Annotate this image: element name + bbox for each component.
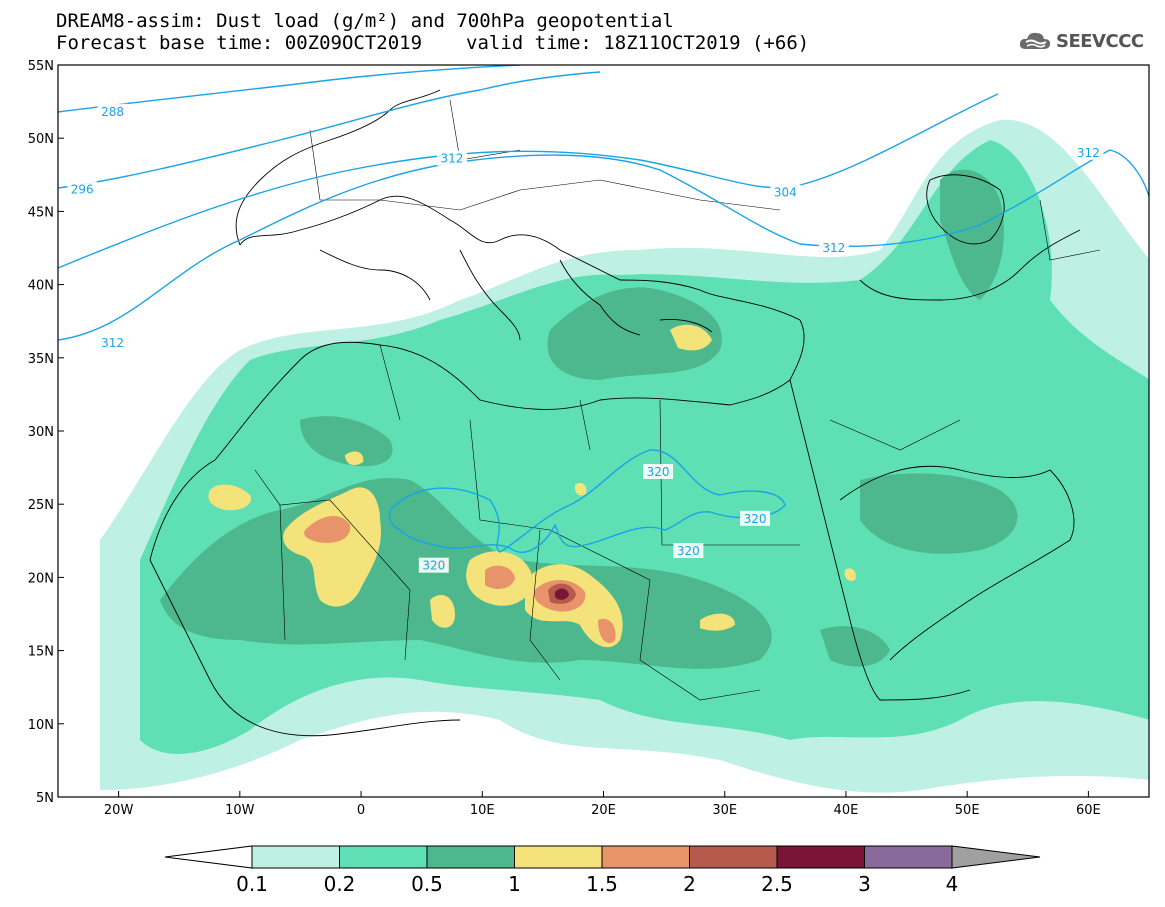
contour-label-bg — [1073, 144, 1104, 160]
lat-tick-label: 5N — [36, 791, 54, 806]
dust-field — [100, 119, 1149, 793]
lat-tick-label: 15N — [28, 645, 54, 660]
seevccc-logo: SEEVCCC — [1018, 28, 1144, 54]
lat-tick-label: 55N — [28, 59, 54, 74]
colorbar-high-arrow — [951, 845, 1041, 869]
lat-tick-label: 35N — [28, 352, 54, 367]
lon-tick-label: 0 — [357, 803, 365, 818]
colorbar-label: 0.2 — [324, 872, 356, 896]
valid-time-label: valid time: 18Z11OCT2019 (+66) — [466, 32, 810, 54]
lon-tick-label: 20E — [591, 803, 616, 818]
lat-tick-label: 50N — [28, 132, 54, 147]
contour-label: 320 — [422, 559, 445, 573]
contour-label-bg — [418, 557, 449, 573]
contour-label: 312 — [1077, 146, 1100, 160]
colorbar-label: 4 — [946, 872, 959, 896]
lon-tick-label: 10W — [225, 803, 255, 818]
colorbar-label: 1.5 — [586, 872, 618, 896]
contour-label-bg — [770, 184, 801, 200]
colorbar-segment — [689, 845, 778, 869]
contour-label: 320 — [647, 465, 670, 479]
lon-tick-label: 40E — [834, 803, 859, 818]
lat-tick-label: 40N — [28, 279, 54, 294]
base-time-label: Forecast base time: 00Z09OCT2019 — [56, 32, 423, 54]
lon-tick-label: 20W — [104, 803, 134, 818]
cloud-icon — [1019, 32, 1051, 49]
title-line-1: DREAM8-assim: Dust load (g/m²) and 700hP… — [56, 10, 674, 32]
contour-label: 320 — [677, 544, 700, 558]
colorbar-segment — [251, 845, 340, 869]
lat-tick-label: 20N — [28, 571, 54, 586]
colorbar-segment — [514, 845, 603, 869]
contour-label: 320 — [744, 512, 767, 526]
colorbar-segment — [864, 845, 953, 869]
colorbar-label: 0.5 — [411, 872, 443, 896]
colorbar-label: 2 — [683, 872, 696, 896]
colorbar-segment — [776, 845, 865, 869]
contour-label: 312 — [101, 336, 124, 350]
contour-label-bg — [643, 463, 674, 479]
contour-label: 288 — [101, 105, 124, 119]
lon-tick-label: 30E — [712, 803, 737, 818]
contour-label-bg — [740, 510, 771, 526]
lat-tick-label: 10N — [28, 718, 54, 733]
contour-label-bg — [673, 543, 704, 559]
contour-label-bg — [67, 181, 98, 197]
contour-label: 304 — [774, 185, 797, 199]
contour-label-bg — [436, 150, 467, 166]
lon-tick-label: 50E — [955, 803, 980, 818]
lon-tick-label: 60E — [1076, 803, 1101, 818]
title-line-2: Forecast base time: 00Z09OCT2019 valid ti… — [56, 32, 809, 54]
colorbar: 0.1 0.2 0.5 1 1.5 2 2.5 3 4 — [164, 845, 1041, 896]
longitude-axis: 20W 10W 0 10E 20E 30E 40E 50E 60E — [104, 791, 1101, 818]
colorbar-label: 2.5 — [761, 872, 793, 896]
latitude-axis: 55N 50N 45N 40N 35N 30N 25N 20N 15N 10N 5N — [28, 59, 64, 806]
colorbar-label: 1 — [508, 872, 521, 896]
lon-tick-label: 10E — [470, 803, 495, 818]
contour-labels: 288 296 312 312 304 312 312 320 320 320 320 — [67, 103, 1104, 573]
colorbar-label: 3 — [858, 872, 871, 896]
contour-label-bg — [97, 103, 128, 119]
country-borders — [254, 99, 1101, 701]
colorbar-segment — [601, 845, 690, 869]
contour-label: 296 — [71, 182, 94, 196]
colorbar-segment — [339, 845, 428, 869]
lat-tick-label: 45N — [28, 205, 54, 220]
contour-label-bg — [97, 335, 128, 351]
contour-label: 312 — [822, 241, 845, 255]
colorbar-segment — [426, 845, 515, 869]
logo-text: SEEVCCC — [1056, 30, 1144, 52]
lat-tick-label: 25N — [28, 498, 54, 513]
colorbar-label: 0.1 — [236, 872, 268, 896]
contour-label: 312 — [441, 152, 464, 166]
coastlines — [149, 89, 1081, 737]
contour-label-bg — [818, 240, 849, 255]
lat-tick-label: 30N — [28, 425, 54, 440]
colorbar-low-arrow — [164, 845, 253, 869]
